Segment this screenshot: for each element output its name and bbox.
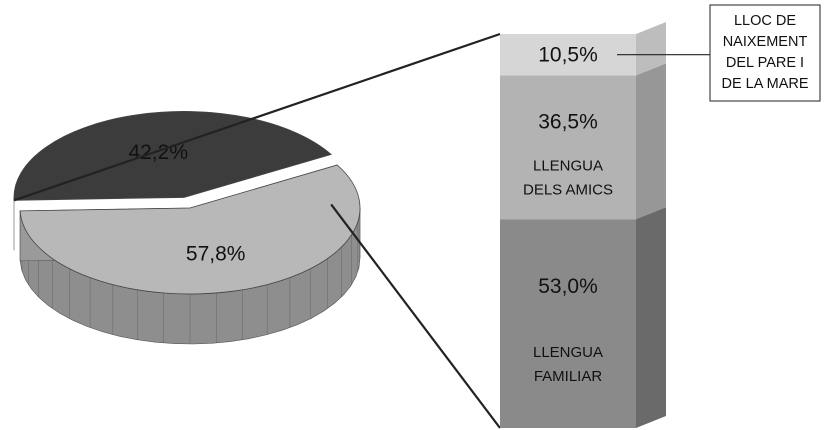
bar-segment-0 <box>500 219 636 428</box>
callout-text-line: LLOC DE <box>734 13 796 29</box>
pie-slice-label: 57,8% <box>186 242 246 265</box>
bar-segment-side-0 <box>636 207 666 428</box>
bar-segment-2 <box>500 34 636 76</box>
callout-box <box>709 4 821 102</box>
bar-segment-name-label: LLENGUA <box>533 344 603 361</box>
bar-segment-value-label: 36,5% <box>538 110 598 133</box>
bar-segment-value-label: 53,0% <box>538 275 598 298</box>
pie-slice-1 <box>13 111 332 201</box>
callout-text-line: NAIXEMENT <box>723 34 808 50</box>
connector-line-top <box>13 32 501 202</box>
stacked-bar: 53,0% LLENGUA FAMILIAR 36,5% LLENGUA DELS AMI… <box>500 22 666 428</box>
bar-segment-side-2 <box>636 22 666 76</box>
connector-line-bottom <box>330 203 501 429</box>
bar-segment-name-label: FAMILIAR <box>534 368 603 385</box>
callout: LLOC DE NAIXEMENT DEL PARE I DE LA MARE <box>617 4 821 102</box>
callout-text-line: DEL PARE I <box>726 55 804 71</box>
bar-segment-side-1 <box>636 63 666 220</box>
bar-segment-1 <box>500 75 636 220</box>
callout-text-line: DE LA MARE <box>721 76 808 92</box>
bar-segment-name-label: DELS AMICS <box>523 181 613 198</box>
pie-slice-0 <box>19 164 361 295</box>
bar-segment-name-label: LLENGUA <box>533 157 603 174</box>
connector-lines <box>13 32 501 429</box>
bar-segment-value-label: 10,5% <box>538 44 598 67</box>
pie-chart: 57,8%42,2% <box>13 111 361 345</box>
